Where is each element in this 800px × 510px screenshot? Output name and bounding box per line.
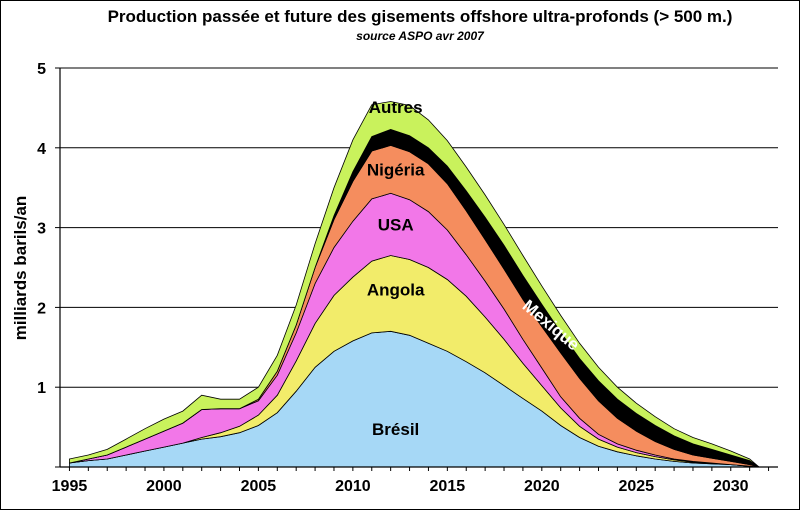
- y-tick-label: 3: [37, 221, 46, 238]
- area-autres: [69, 101, 760, 468]
- series-label-autres: Autres: [369, 98, 423, 117]
- series-label-nigeria: Nigéria: [367, 160, 425, 179]
- x-tick-label: 2025: [618, 478, 654, 495]
- axes: 1 2 3 4 5 1995 2000 2005 2010 2015 2020 2025 2030: [37, 61, 778, 495]
- stacked-areas: [69, 101, 760, 468]
- x-tick-label: 2005: [241, 478, 277, 495]
- y-tick-label: 5: [37, 61, 46, 78]
- x-tick-label: 1995: [52, 478, 88, 495]
- x-tick-label: 2030: [713, 478, 749, 495]
- x-tick-label: 2020: [524, 478, 560, 495]
- y-tick-label: 4: [37, 141, 46, 158]
- y-tick-label: 1: [37, 380, 46, 397]
- x-tick-label: 2010: [335, 478, 371, 495]
- chart-title: Production passée et future des gisement…: [108, 7, 733, 26]
- chart-subtitle: source ASPO avr 2007: [356, 29, 485, 43]
- x-tick-label: 2015: [430, 478, 466, 495]
- series-label-bresil: Brésil: [372, 420, 419, 439]
- series-label-usa: USA: [378, 215, 414, 234]
- series-label-angola: Angola: [367, 281, 425, 300]
- y-tick-label: 2: [37, 300, 46, 317]
- x-tick-label: 2000: [146, 478, 182, 495]
- y-axis-label: milliards barils/an: [11, 196, 30, 341]
